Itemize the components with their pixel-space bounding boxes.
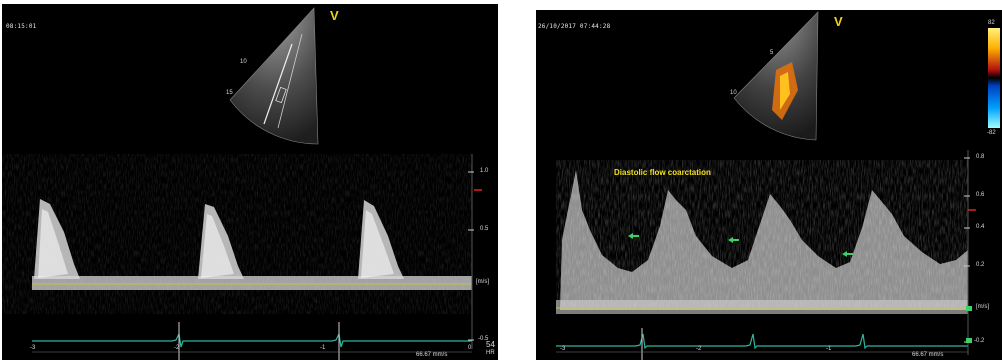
color-velocity-scale — [988, 28, 1000, 128]
velocity-tick-label: 0.2 — [976, 262, 985, 268]
velocity-tick-label: 0.4 — [976, 224, 985, 230]
sector-scan-image — [229, 7, 319, 145]
velocity-unit-label: [m/s] — [976, 304, 989, 310]
time-tick-label: -1 — [320, 345, 326, 351]
doppler-spectrum-left — [2, 7, 482, 360]
heart-rate-label: HR — [486, 350, 495, 356]
annotation-text: Diastolic flow coarctation — [614, 168, 711, 177]
sweep-speed: 66.67 mm/s — [912, 352, 944, 358]
velocity-unit-label: [m/s] — [476, 279, 489, 285]
sweep-speed: 66.67 mm/s — [416, 352, 448, 358]
time-tick-label: -1 — [826, 346, 832, 352]
color-scale-min: -82 — [987, 130, 996, 136]
doppler-spectrum-right — [556, 11, 1000, 360]
depth-label: 10 — [730, 90, 737, 96]
time-tick-label: -3 — [30, 345, 36, 351]
time-tick-label: -2 — [174, 345, 180, 351]
velocity-tick-label: 0.6 — [976, 192, 985, 198]
ecg-trace-right — [556, 333, 968, 350]
baseline-band — [556, 300, 968, 314]
time-tick-label: -2 — [696, 346, 702, 352]
velocity-tick-label: 1.0 — [480, 168, 489, 174]
time-tick-label: -3 — [560, 346, 566, 352]
depth-label: 10 — [240, 59, 247, 65]
velocity-tick-label: -0.5 — [478, 336, 489, 342]
doppler-panel-right: 26/10/2017 07:44:28 V 82 -82 5 10 Diasto… — [536, 10, 1002, 360]
time-tick-label: 0 — [468, 345, 472, 351]
velocity-tick-label: 0.5 — [480, 226, 489, 232]
doppler-panel-left: 08:15:01 V 10 15 1.0 0.5 [m/s] -0.5 -3 -… — [2, 4, 498, 360]
depth-label: 15 — [226, 90, 233, 96]
probe-orientation-mark: V — [330, 8, 339, 23]
heart-rate-value: 54 — [486, 340, 495, 349]
ecg-trace-left — [32, 332, 472, 348]
doppler-waveforms — [556, 160, 968, 310]
velocity-tick-label: 0.8 — [976, 154, 985, 160]
timestamp: 26/10/2017 07:44:28 — [538, 23, 611, 30]
probe-orientation-mark: V — [834, 14, 843, 29]
velocity-tick-label: -0.2 — [974, 338, 985, 344]
color-scale-max: 82 — [988, 20, 995, 26]
sector-scan-image — [733, 11, 819, 141]
baseline-band — [32, 276, 472, 290]
timestamp: 08:15:01 — [6, 23, 37, 30]
depth-label: 5 — [770, 50, 774, 56]
flow-markers — [628, 233, 853, 257]
